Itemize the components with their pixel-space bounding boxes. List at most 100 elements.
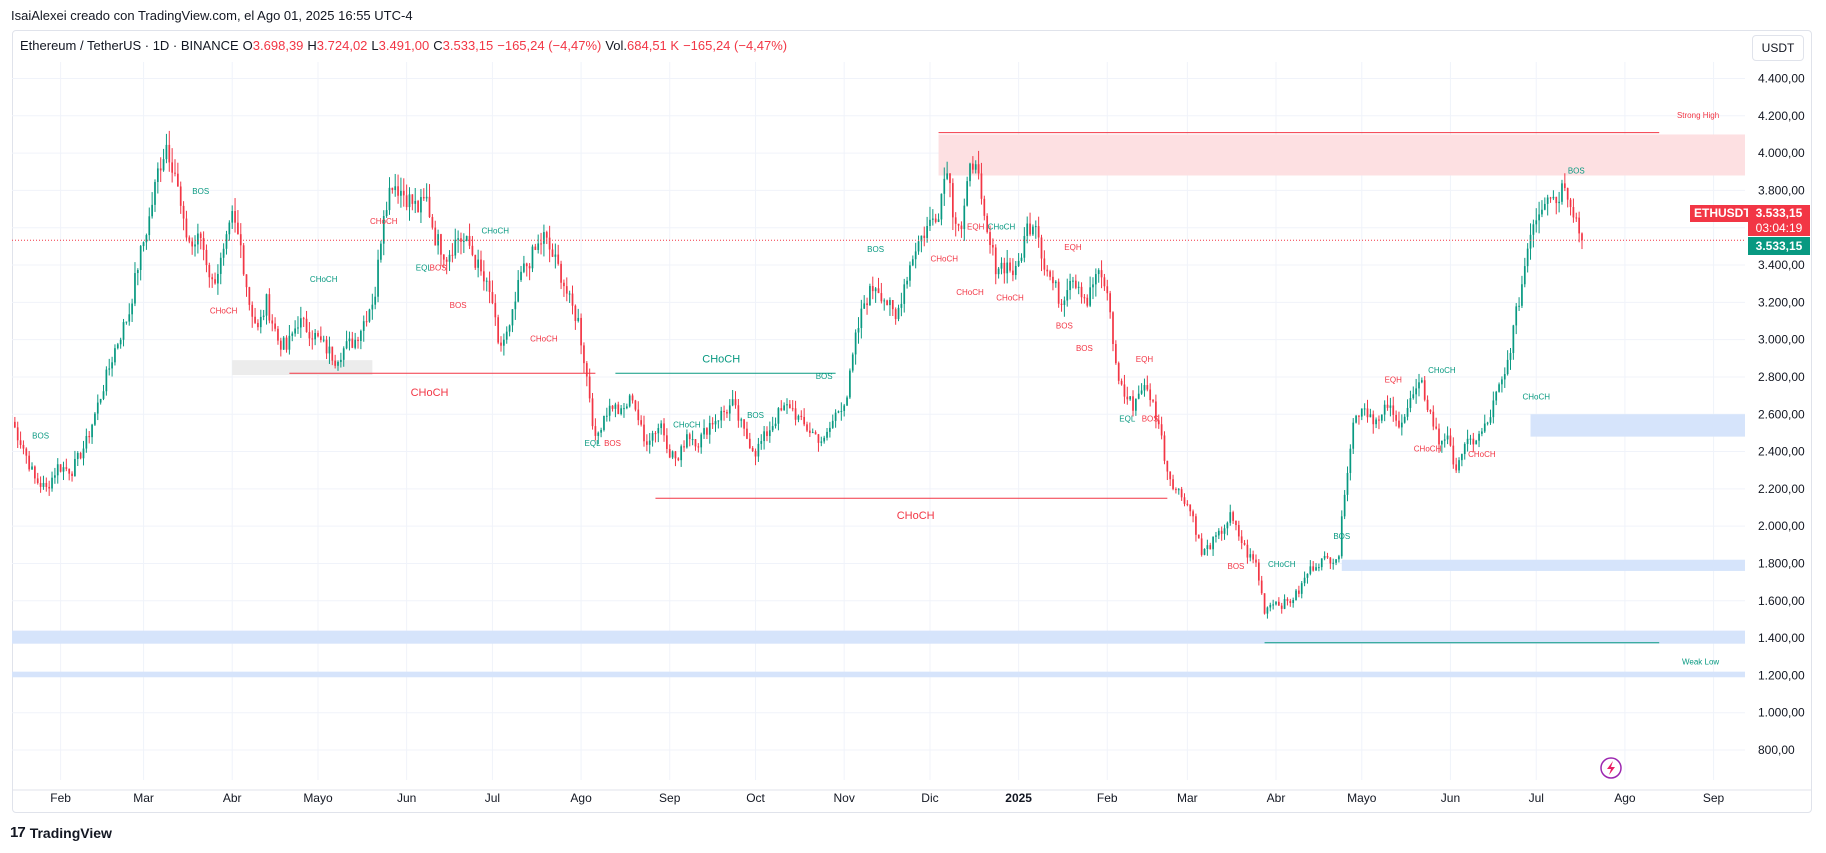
- candle-body: [966, 181, 969, 206]
- x-tick-label: Mar: [133, 791, 154, 805]
- candle-body: [617, 404, 620, 415]
- candle-body: [1483, 423, 1486, 432]
- candle-body: [1278, 601, 1280, 606]
- candle-body: [806, 424, 808, 431]
- candle-body: [177, 173, 179, 187]
- candle-body: [242, 245, 245, 275]
- candle-body: [543, 232, 545, 244]
- candle-body: [79, 452, 82, 459]
- candle-body: [1300, 583, 1303, 594]
- candle-body: [1043, 258, 1046, 270]
- candle-body: [706, 428, 708, 435]
- candle-body: [434, 227, 437, 246]
- candle-body: [551, 249, 554, 257]
- candle-body: [217, 273, 219, 284]
- smc-tag: BOS: [1142, 415, 1159, 424]
- y-tick-label: 1.200,00: [1758, 668, 1805, 682]
- candle-body: [228, 222, 231, 235]
- candle-body: [640, 420, 642, 425]
- y-tick-label: 1.400,00: [1758, 631, 1805, 645]
- candle-body: [1157, 420, 1160, 425]
- x-tick-label: Jul: [485, 791, 500, 805]
- candle-body: [1346, 472, 1349, 495]
- currency-button[interactable]: USDT: [1752, 35, 1804, 61]
- candle-body: [1561, 183, 1563, 202]
- y-tick-label: 2.000,00: [1758, 519, 1805, 533]
- candle-body: [648, 440, 651, 445]
- alert-circle-icon: [1600, 757, 1622, 779]
- y-tick-label: 2.400,00: [1758, 445, 1805, 459]
- candle-body: [860, 308, 863, 329]
- smc-tag: BOS: [1228, 562, 1245, 571]
- smc-tag: EQH: [1385, 376, 1403, 385]
- candle-body: [1549, 197, 1552, 199]
- candle-body: [528, 266, 531, 269]
- candle-body: [1183, 497, 1186, 504]
- candle-body: [977, 164, 980, 174]
- candle-body: [992, 244, 994, 248]
- candle-body: [708, 423, 711, 435]
- candle-body: [1146, 385, 1149, 390]
- candle-body: [1552, 196, 1555, 199]
- footer-brand[interactable]: 17 TradingView: [10, 824, 112, 841]
- candle-body: [334, 360, 337, 366]
- x-tick-label: Oct: [746, 791, 765, 805]
- candle-body: [279, 340, 282, 350]
- candle-body: [545, 232, 548, 238]
- candle-body: [408, 194, 411, 208]
- candle-body: [482, 271, 485, 282]
- candle-body: [340, 359, 342, 362]
- symbol-name[interactable]: Ethereum / TetherUS · 1D · BINANCE: [20, 38, 239, 53]
- candle-body: [1120, 380, 1123, 385]
- candle-body: [36, 478, 39, 483]
- candle-body: [291, 333, 294, 336]
- x-tick-label: Mayo: [1347, 791, 1377, 805]
- x-tick-label: 2025: [1005, 791, 1032, 805]
- candle-body: [525, 263, 528, 267]
- candle-body: [1395, 414, 1397, 421]
- x-tick-label: Sep: [659, 791, 681, 805]
- candle-body: [1503, 374, 1506, 380]
- candle-body: [1180, 489, 1183, 498]
- candle-body: [1569, 199, 1572, 208]
- candle-body: [1303, 577, 1306, 584]
- candle-body: [191, 241, 194, 247]
- candle-body: [1029, 223, 1031, 235]
- candle-body: [1438, 428, 1440, 445]
- chart-panel[interactable]: [12, 30, 1812, 813]
- candle-body: [754, 450, 757, 457]
- candle-body: [477, 259, 479, 268]
- candle-body: [54, 475, 56, 478]
- x-tick-label: Sep: [1703, 791, 1725, 805]
- candle-body: [1563, 183, 1566, 189]
- candle-body: [851, 354, 854, 371]
- candle-body: [577, 317, 580, 321]
- candle-body: [188, 237, 191, 242]
- candle-body: [454, 239, 457, 256]
- candle-body: [877, 288, 880, 294]
- structure-label: CHoCH: [897, 510, 935, 522]
- smc-tag: CHoCH: [310, 275, 338, 284]
- candle-body: [934, 218, 937, 222]
- candle-body: [1129, 396, 1132, 400]
- candle-body: [282, 337, 285, 350]
- x-tick-label: Mar: [1177, 791, 1198, 805]
- candle-body: [671, 451, 674, 458]
- candle-body: [494, 303, 497, 318]
- candle-body: [1572, 207, 1575, 218]
- candle-body: [737, 405, 740, 421]
- candle-body: [234, 211, 236, 223]
- candle-body: [1160, 424, 1163, 436]
- price-change: −165,24 (−4,47%): [497, 38, 602, 53]
- candle-body: [325, 339, 328, 354]
- candle-body: [351, 338, 354, 348]
- candle-body: [1315, 567, 1317, 571]
- candle-body: [317, 332, 319, 337]
- candle-body: [980, 173, 983, 199]
- y-tick-label: 1.000,00: [1758, 706, 1805, 720]
- candle-body: [1037, 226, 1040, 238]
- candle-body: [840, 410, 843, 412]
- candle-body: [397, 186, 399, 196]
- candle-body: [894, 309, 897, 320]
